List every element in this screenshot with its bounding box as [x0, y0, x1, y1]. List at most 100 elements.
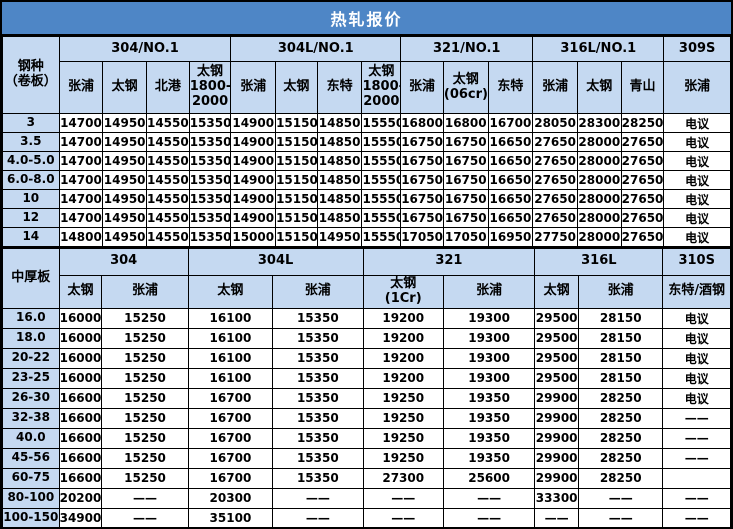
- price-cell: 27650: [532, 189, 578, 209]
- price-cell: 15350: [272, 447, 364, 469]
- thickness-row-label: 10: [2, 189, 60, 209]
- price-cell: 16650: [487, 208, 534, 228]
- price-cell: 29500: [534, 327, 579, 349]
- price-cell: 15250: [101, 307, 189, 329]
- price-cell: 14850: [316, 151, 363, 171]
- price-cell: 16700: [187, 387, 274, 409]
- price-cell: 15250: [101, 327, 189, 349]
- price-cell: 15150: [275, 227, 318, 247]
- price-cell: 16650: [487, 189, 534, 209]
- price-cell: 28000: [576, 208, 622, 228]
- price-cell: 29500: [534, 367, 579, 389]
- price-cell: 15350: [272, 347, 364, 369]
- price-cell: 28000: [576, 189, 622, 209]
- price-cell: ——: [534, 507, 579, 527]
- price-cell: ——: [442, 487, 536, 509]
- price-cell: 15000: [230, 227, 277, 247]
- price-cell: 15350: [272, 407, 364, 429]
- price-cell: 15550: [361, 132, 402, 152]
- price-cell: 19250: [362, 387, 444, 409]
- table-row: 3 14700 14950 14550 15350 14900 15150 14850 1555…: [2, 113, 731, 133]
- price-cell: 14950: [102, 132, 147, 152]
- supplier-header: 太钢 1800- 2000: [361, 61, 402, 114]
- price-cell: ——: [662, 447, 731, 469]
- thickness-row-label: 80-100: [2, 487, 60, 509]
- price-cell: 16600: [58, 407, 103, 429]
- price-cell: 15550: [361, 208, 402, 228]
- price-cell: 19250: [362, 407, 444, 429]
- price-cell: 14900: [230, 151, 277, 171]
- page-title: 热轧报价: [2, 2, 731, 36]
- price-cell: 14550: [145, 151, 190, 171]
- price-cell: 16750: [442, 208, 489, 228]
- price-cell: 19300: [442, 347, 536, 369]
- price-cell: 28250: [577, 447, 664, 469]
- price-cell: 15550: [361, 113, 402, 133]
- table-row: 4.0-5.0 14700 14950 14550 15350 14900 15150 148…: [2, 151, 731, 171]
- price-cell: 15150: [275, 132, 318, 152]
- thickness-row-label: 4.0-5.0: [2, 151, 60, 171]
- price-cell: 16700: [187, 407, 274, 429]
- price-cell: 15350: [188, 208, 232, 228]
- price-cell: 15250: [101, 427, 189, 449]
- price-cell: 14900: [230, 132, 277, 152]
- grade-group-header: 304/NO.1: [58, 36, 232, 62]
- price-cell: 16950: [487, 227, 534, 247]
- price-cell: 28000: [576, 132, 622, 152]
- thickness-row-label: 16.0: [2, 307, 60, 329]
- price-cell: 27750: [532, 227, 578, 247]
- price-cell: 14700: [58, 113, 104, 133]
- grade-group-header: 321: [362, 247, 536, 276]
- price-cell: 15250: [101, 447, 189, 469]
- plate-corner-header: 中厚板: [2, 247, 60, 309]
- table-row: 40.0 16600 15250 16700 15350 19250 19350 29900 2…: [2, 427, 731, 449]
- price-cell: 16650: [487, 151, 534, 171]
- price-cell: 16750: [442, 132, 489, 152]
- price-cell: 16100: [187, 307, 274, 329]
- price-cell: 14700: [58, 151, 104, 171]
- price-cell: 15550: [361, 170, 402, 190]
- price-cell: 14550: [145, 208, 190, 228]
- price-cell: 15350: [188, 170, 232, 190]
- grade-group-header: 321/NO.1: [400, 36, 534, 62]
- price-cell: 15350: [188, 189, 232, 209]
- thickness-row-label: 6.0-8.0: [2, 170, 60, 190]
- price-cell: ——: [272, 487, 364, 509]
- price-cell: ——: [662, 407, 731, 429]
- price-cell: 16600: [58, 427, 103, 449]
- price-cell: 15350: [188, 151, 232, 171]
- price-cell: 19350: [442, 447, 536, 469]
- price-cell: 28000: [576, 151, 622, 171]
- price-cell: 19200: [362, 347, 444, 369]
- price-cell: 29500: [534, 347, 579, 369]
- price-cell: 28000: [576, 170, 622, 190]
- price-cell: ——: [101, 507, 189, 527]
- price-cell: 28250: [577, 407, 664, 429]
- price-cell: ——: [662, 487, 731, 509]
- supplier-header: 太钢 (1Cr): [362, 274, 444, 309]
- price-cell: 15350: [188, 227, 232, 247]
- price-cell: 15550: [361, 227, 402, 247]
- supplier-header: 太钢: [534, 274, 579, 309]
- price-cell: 19200: [362, 307, 444, 329]
- thickness-row-label: 26-30: [2, 387, 60, 409]
- price-cell: 35100: [187, 507, 274, 527]
- price-cell: 15550: [361, 189, 402, 209]
- price-cell: 14950: [102, 208, 147, 228]
- price-cell: 15150: [275, 170, 318, 190]
- thickness-row-label: 18.0: [2, 327, 60, 349]
- price-cell: 15250: [101, 387, 189, 409]
- price-cell: 15550: [361, 151, 402, 171]
- price-cell: 16700: [187, 427, 274, 449]
- price-cell: 27650: [532, 170, 578, 190]
- price-cell: 14700: [58, 170, 104, 190]
- price-cell: 14700: [58, 132, 104, 152]
- supplier-header: 张浦: [230, 61, 277, 114]
- table-row: 60-75 16600 15250 16700 15350 27300 25600 29900…: [2, 467, 731, 489]
- supplier-header: 东特: [487, 61, 534, 114]
- supplier-header: 北港: [145, 61, 190, 114]
- price-cell: 28250: [577, 467, 664, 489]
- price-cell: 15250: [101, 347, 189, 369]
- price-cell: 16600: [58, 387, 103, 409]
- table-row: 6.0-8.0 14700 14950 14550 15350 14900 15150 148…: [2, 170, 731, 190]
